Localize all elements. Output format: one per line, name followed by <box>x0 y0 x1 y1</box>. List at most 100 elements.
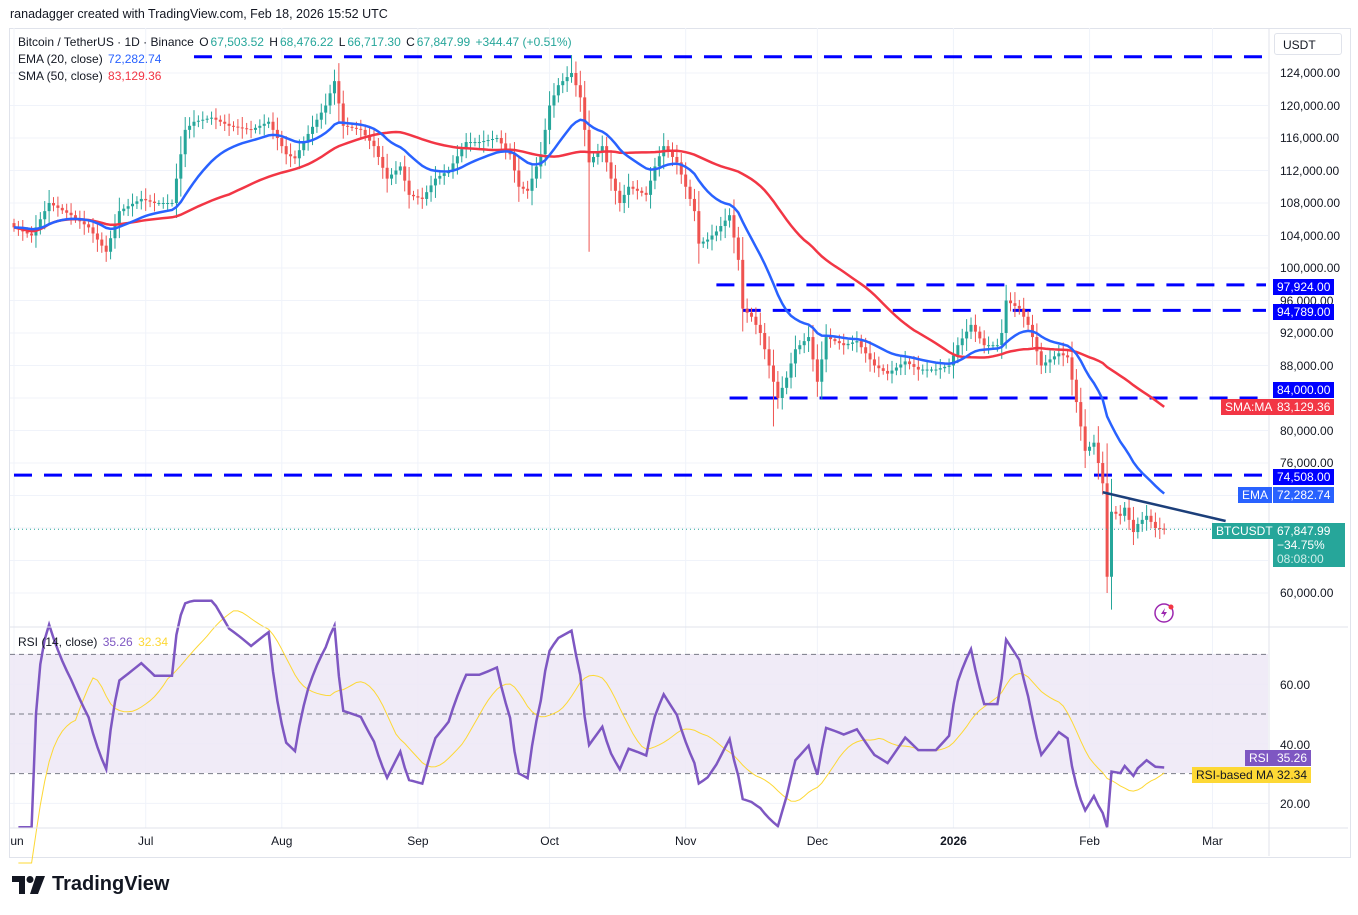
candle-body <box>1035 337 1039 352</box>
candle-body <box>152 201 156 203</box>
candle-body <box>65 210 69 213</box>
level-label-84000: 84,000.00 <box>1273 382 1335 398</box>
candle-body <box>227 123 231 126</box>
candle-body <box>131 203 135 207</box>
sma-legend[interactable]: SMA (50, close) 83,129.36 <box>18 69 162 83</box>
candle-body <box>1004 300 1008 333</box>
candle-body <box>482 141 486 143</box>
candle-body <box>258 125 262 128</box>
ema-tag: EMA <box>1238 487 1273 503</box>
rsi-tag: RSI <box>1245 750 1274 766</box>
price-tick: 60,000.00 <box>1280 586 1334 600</box>
candle-body <box>807 337 811 342</box>
candle-body <box>688 186 692 199</box>
date-tick: 2026 <box>940 834 967 848</box>
candle-body <box>987 345 991 347</box>
candle-body <box>188 125 192 130</box>
candle-body <box>1083 426 1087 451</box>
candle-body <box>921 369 925 371</box>
symbol-legend[interactable]: Bitcoin / TetherUS · 1D · Binance O 67,50… <box>18 35 572 49</box>
rsi-tick: 60.00 <box>1280 678 1311 692</box>
candle-body <box>495 138 499 140</box>
candle-body <box>1140 519 1144 524</box>
candle-body <box>403 166 407 181</box>
candle-body <box>701 241 705 244</box>
candle-body <box>640 190 644 193</box>
sma-price-label: 83,129.36 <box>1273 399 1335 415</box>
candle-body <box>837 341 841 344</box>
candle-body <box>613 178 617 191</box>
level-label-74508: 74,508.00 <box>1273 469 1335 485</box>
candle-body <box>780 387 784 398</box>
tradingview-logo[interactable]: TradingView <box>12 873 169 896</box>
candle-body <box>758 324 762 333</box>
candle-body <box>12 223 16 228</box>
candle-body <box>872 359 876 366</box>
candle-body <box>1149 515 1153 522</box>
candle-body <box>767 349 771 366</box>
candle-body <box>960 338 964 346</box>
rsi-band-lines <box>10 653 1268 775</box>
high-value: 68,476.22 <box>279 35 334 49</box>
logo-text: TradingView <box>52 873 170 895</box>
candle-body <box>1022 308 1026 317</box>
candle-body <box>649 180 653 195</box>
candle-body <box>552 95 556 106</box>
candle-body <box>139 198 143 202</box>
candles <box>12 55 1166 610</box>
candle-body <box>868 353 872 360</box>
candle-body <box>1092 442 1096 447</box>
candle-body <box>473 142 477 144</box>
candle-body <box>1162 528 1166 530</box>
rsi-ma-tag: RSI-based MA <box>1192 767 1279 783</box>
price-tick: 92,000.00 <box>1280 326 1334 340</box>
rsi-ma-value-label: 32.34 <box>1273 767 1312 783</box>
candle-body <box>534 166 538 179</box>
candle-body <box>732 215 736 238</box>
date-tick: Jul <box>138 834 154 848</box>
candle-body <box>232 125 235 127</box>
ema-legend[interactable]: EMA (20, close) 72,282.74 <box>18 52 162 66</box>
candle-body <box>491 139 495 141</box>
candle-body <box>605 146 609 163</box>
date-axis[interactable]: Jun Jul Aug Sep Oct Nov Dec 2026 Feb Mar <box>10 828 1268 854</box>
candle-body <box>1131 519 1135 533</box>
candle-body <box>1158 528 1162 529</box>
rsi-legend[interactable]: RSI (14, close) 35.26 32.34 <box>18 635 169 649</box>
candle-body <box>596 151 600 157</box>
sma-tag: SMA:MA <box>1221 399 1277 415</box>
candle-body <box>793 349 797 364</box>
change-value: +344.47 (+0.51%) <box>475 35 572 49</box>
candle-body <box>407 180 411 195</box>
symbol-tag: BTCUSDT <box>1212 523 1277 539</box>
candle-body <box>223 121 227 124</box>
candle-body <box>113 224 117 239</box>
candle-body <box>719 226 723 232</box>
candle-body <box>710 235 714 240</box>
candle-body <box>609 162 613 179</box>
candle-body <box>653 166 657 181</box>
candle-body <box>275 129 279 138</box>
candle-body <box>148 200 152 202</box>
price-tick: 104,000.00 <box>1280 228 1341 243</box>
rsi-ma-legend-value: 32.34 <box>138 635 169 649</box>
candle-body <box>306 133 310 143</box>
last-price: 67,847.99 <box>1277 524 1331 538</box>
candle-body <box>38 219 42 228</box>
candle-body <box>754 316 758 325</box>
last-price-box: 67,847.99 −34.75% 08:08:00 <box>1273 523 1345 567</box>
candle-body <box>284 146 288 155</box>
ema-price-label: 72,282.74 <box>1273 487 1335 503</box>
candle-body <box>947 365 951 367</box>
candle-body <box>289 154 293 157</box>
currency-selector[interactable]: USDT <box>1274 33 1342 55</box>
candle-body <box>315 119 319 127</box>
candle-body <box>679 162 683 175</box>
candle-body <box>174 178 178 203</box>
candle-body <box>236 126 240 128</box>
candle-body <box>324 105 328 113</box>
candle-body <box>376 146 380 157</box>
candle-body <box>293 156 297 159</box>
candle-body <box>570 73 574 78</box>
